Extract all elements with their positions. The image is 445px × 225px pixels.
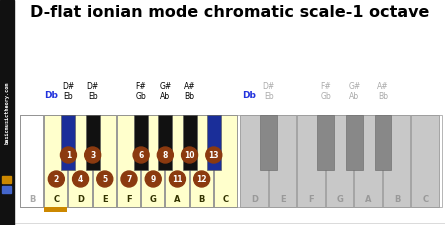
Bar (2, 176, 11, 183)
Bar (297, 115, 325, 207)
Bar (214, 115, 237, 207)
Text: Eb: Eb (88, 92, 97, 101)
Circle shape (158, 147, 174, 163)
Text: 4: 4 (78, 175, 83, 184)
Circle shape (49, 171, 65, 187)
Bar (158, 115, 172, 170)
Bar (117, 115, 140, 207)
Text: Gb: Gb (136, 92, 146, 101)
Text: 2: 2 (54, 175, 59, 184)
Circle shape (170, 171, 186, 187)
Text: A: A (174, 196, 181, 205)
Text: 12: 12 (196, 175, 207, 184)
Text: Bb: Bb (185, 92, 194, 101)
Text: D#: D# (62, 82, 75, 91)
Text: G#: G# (348, 82, 360, 91)
Bar (20, 115, 442, 207)
Text: 6: 6 (138, 151, 144, 160)
Text: B: B (198, 196, 205, 205)
Bar (85, 115, 100, 170)
Bar (166, 115, 189, 207)
Bar (375, 115, 391, 170)
Text: Db: Db (44, 91, 58, 100)
Circle shape (206, 147, 222, 163)
Text: F: F (309, 196, 314, 205)
Circle shape (194, 171, 210, 187)
Text: D#: D# (263, 82, 275, 91)
Text: 10: 10 (184, 151, 195, 160)
Bar (207, 115, 221, 170)
Text: C: C (423, 196, 429, 205)
Bar (354, 115, 382, 207)
Text: G#: G# (159, 82, 171, 91)
Text: Ab: Ab (349, 92, 360, 101)
Bar (260, 115, 277, 170)
Bar (412, 115, 439, 207)
Bar (182, 115, 197, 170)
Text: D: D (251, 196, 258, 205)
Bar (141, 115, 164, 207)
Text: C: C (223, 196, 229, 205)
Text: E: E (102, 196, 108, 205)
Text: B: B (29, 196, 35, 205)
Text: G: G (336, 196, 344, 205)
Bar (346, 115, 363, 170)
Text: D: D (77, 196, 84, 205)
Bar (61, 115, 76, 170)
Text: Eb: Eb (264, 92, 273, 101)
Text: 1: 1 (66, 151, 71, 160)
Text: D#: D# (86, 82, 99, 91)
Text: Eb: Eb (64, 92, 73, 101)
Circle shape (85, 147, 101, 163)
Text: Db: Db (242, 91, 255, 100)
Text: A: A (365, 196, 372, 205)
Text: G: G (150, 196, 157, 205)
Circle shape (133, 147, 149, 163)
Bar (20, 115, 43, 207)
Text: 11: 11 (172, 175, 183, 184)
Bar (69, 115, 92, 207)
Text: basicmusictheory.com: basicmusictheory.com (4, 82, 9, 144)
Bar (190, 115, 213, 207)
Text: A#: A# (377, 82, 388, 91)
Bar (44, 115, 68, 207)
Circle shape (61, 147, 77, 163)
Text: 7: 7 (126, 175, 132, 184)
Circle shape (145, 171, 161, 187)
Circle shape (73, 171, 89, 187)
Text: 5: 5 (102, 175, 107, 184)
Bar (2, 186, 11, 193)
Text: C: C (53, 196, 59, 205)
Circle shape (97, 171, 113, 187)
Text: 3: 3 (90, 151, 95, 160)
Text: B: B (394, 196, 400, 205)
Bar (317, 115, 334, 170)
Bar (326, 115, 353, 207)
Text: 13: 13 (209, 151, 219, 160)
Bar (383, 115, 410, 207)
Text: A#: A# (184, 82, 195, 91)
Text: Gb: Gb (320, 92, 331, 101)
Bar (240, 115, 267, 207)
Text: Bb: Bb (378, 92, 388, 101)
Text: Ab: Ab (160, 92, 170, 101)
Bar (93, 115, 116, 207)
Circle shape (182, 147, 198, 163)
Text: E: E (280, 196, 286, 205)
Text: F#: F# (320, 82, 331, 91)
Text: F: F (126, 196, 132, 205)
Bar (269, 115, 296, 207)
Text: F#: F# (136, 82, 146, 91)
Circle shape (121, 171, 137, 187)
Text: 9: 9 (150, 175, 156, 184)
Text: D-flat ionian mode chromatic scale-1 octave: D-flat ionian mode chromatic scale-1 oct… (30, 5, 430, 20)
Bar (44, 207, 68, 212)
Text: 8: 8 (162, 151, 168, 160)
Bar (0, 0, 14, 225)
Bar (134, 115, 148, 170)
